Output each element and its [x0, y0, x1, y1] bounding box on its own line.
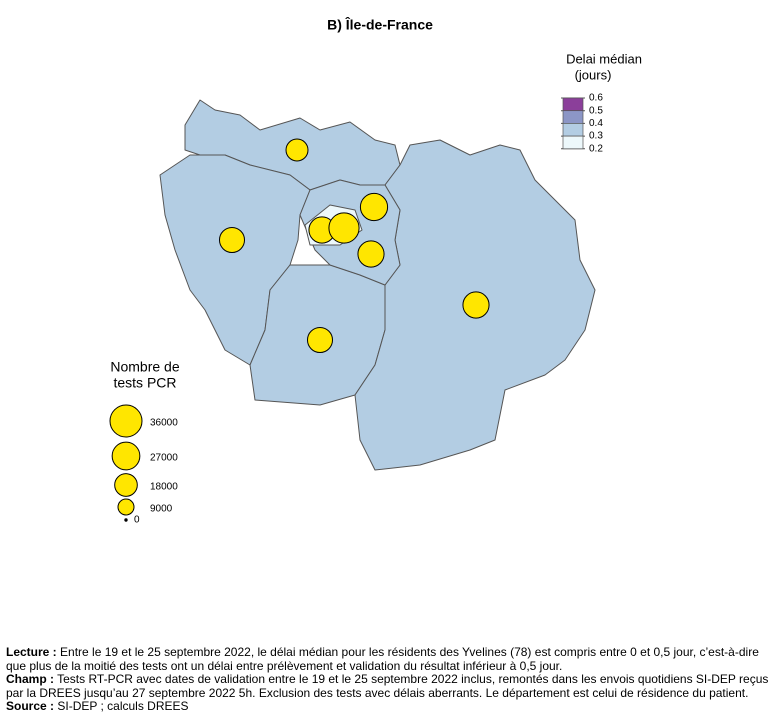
legend-tick-label: 0.2	[589, 143, 603, 154]
legend-bubble-label: 18000	[150, 482, 178, 493]
legend-bubble	[111, 441, 141, 471]
legend-title: (jours)	[575, 67, 612, 82]
legend-title: Nombre de	[110, 359, 179, 375]
legend-title: tests PCR	[113, 375, 176, 391]
note-text: Entre le 19 et le 25 septembre 2022, le …	[6, 645, 759, 673]
note: Lecture : Entre le 19 et le 25 septembre…	[6, 645, 772, 673]
legend-bubble-label: 0	[134, 515, 140, 526]
legend-bubble-label: 27000	[150, 453, 178, 464]
note-label: Champ :	[6, 672, 54, 686]
map: B) Île-de-France Delai médian(jours)0.60…	[109, 16, 642, 526]
legend-bubble-label: 9000	[150, 504, 173, 515]
bubble	[285, 138, 309, 162]
note-label: Lecture :	[6, 645, 57, 659]
legend-bubble	[109, 404, 143, 438]
legend-swatch	[562, 135, 584, 150]
map-title: B) Île-de-France	[327, 16, 433, 33]
bubble	[306, 326, 334, 354]
legend-tick-label: 0.6	[589, 93, 603, 104]
bubble	[357, 240, 385, 268]
legend-tick-label: 0.3	[589, 131, 603, 142]
legend-swatch	[562, 110, 584, 124]
bubble	[328, 212, 360, 244]
legend-bubble	[124, 518, 128, 522]
bubble	[218, 226, 246, 254]
note-text: SI-DEP ; calculs DREES	[57, 699, 189, 713]
legend-bubble	[117, 498, 135, 516]
note: Source : SI-DEP ; calculs DREES	[6, 699, 772, 714]
legend-tick-label: 0.5	[589, 105, 603, 116]
legend-swatch	[562, 97, 584, 112]
bubble	[462, 291, 490, 319]
legend-swatch	[562, 123, 584, 137]
notes: Lecture : Entre le 19 et le 25 septembre…	[6, 645, 772, 714]
note: Champ : Tests RT-PCR avec dates de valid…	[6, 672, 772, 700]
legend-bubble-label: 36000	[150, 418, 178, 429]
legend-title: Delai médian	[566, 51, 642, 66]
bubbles	[218, 138, 490, 354]
note-label: Source :	[6, 699, 55, 713]
bubble	[359, 192, 389, 222]
departments	[159, 99, 596, 471]
legend-tick-label: 0.4	[589, 118, 603, 129]
note-text: Tests RT-PCR avec dates de validation en…	[6, 672, 769, 700]
legend-bubble	[114, 473, 138, 497]
color-legend: Delai médian(jours) 0.60.5 0.4 0.30.2	[561, 51, 642, 154]
